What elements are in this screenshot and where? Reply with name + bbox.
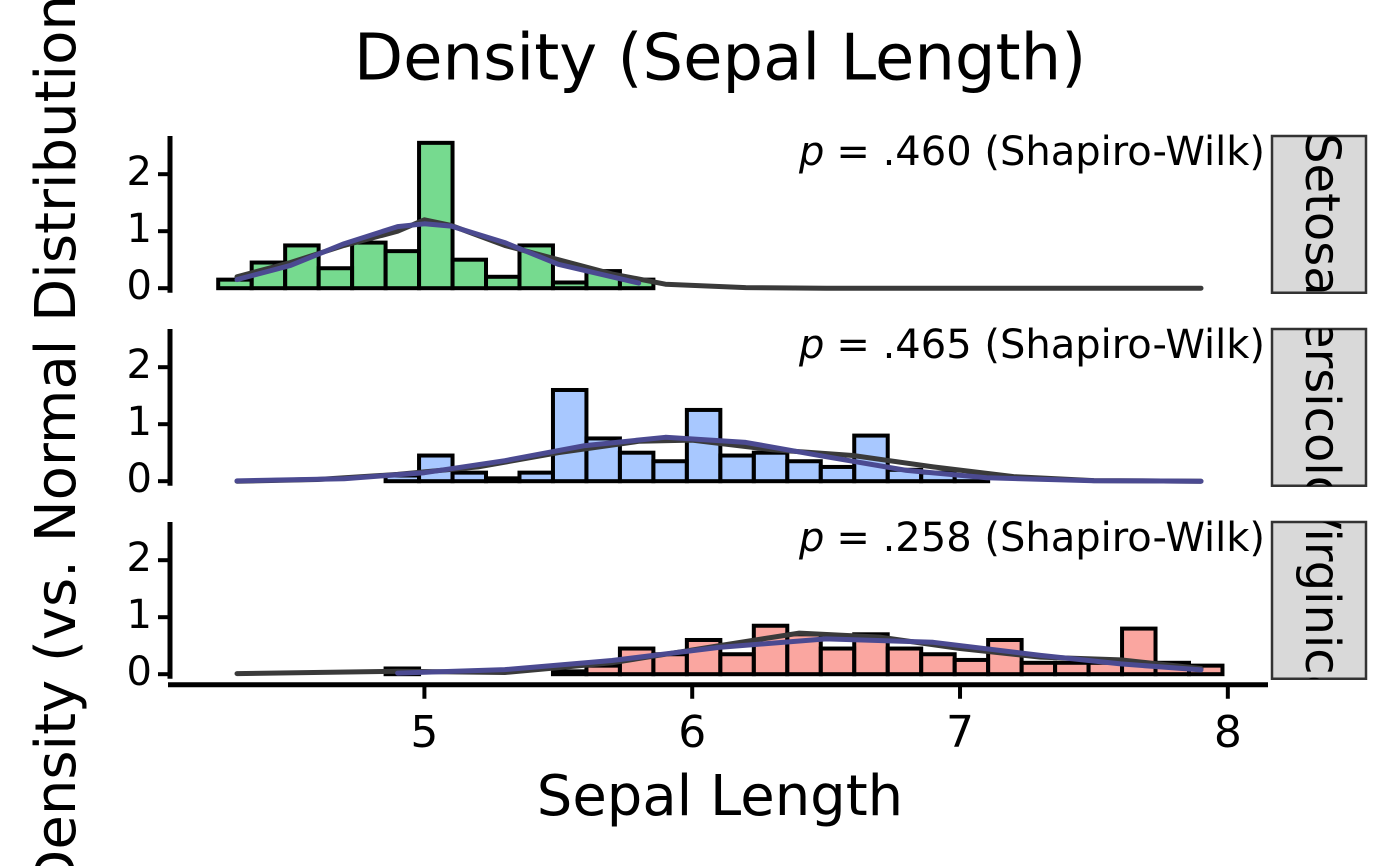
normal-curve [395,636,1204,676]
strip-box [1270,327,1368,487]
strip-label: Versicolor [1294,290,1350,525]
y-tick-label: 1 [127,592,152,638]
y-tick-label: 2 [127,342,152,388]
histogram-bar [316,266,355,291]
strip-group: Setosa [1294,133,1350,296]
y-tick-label: 1 [127,206,152,252]
y-tick-label: 0 [127,649,152,695]
panel: 0 1 2 p = .465 (Shapiro-Wilk) Versicolor [127,290,1368,525]
histogram-bar [550,387,589,484]
strip-label: Setosa [1294,133,1350,296]
annotation-text: = .258 (Shapiro-Wilk) [836,515,1265,561]
histogram-bar [1019,660,1058,677]
histogram-bar [617,450,656,484]
histogram-bar [417,140,455,291]
x-tick-label: 6 [678,707,706,758]
histogram-bar [517,470,555,484]
histogram-bar [450,470,489,484]
strip-group: Virginica [1294,497,1350,704]
histogram-bar [684,407,723,484]
annotation: p = .258 (Shapiro-Wilk) [798,515,1265,561]
chart-title: Density (Sepal Length) [354,22,1086,96]
annotation-text: = .460 (Shapiro-Wilk) [836,129,1265,175]
annotation-p: p [798,129,824,175]
histogram-bar [986,637,1024,677]
histogram-bar [450,257,489,291]
histogram-bar [718,453,756,484]
histogram-bar [383,249,422,291]
histogram-bar [484,274,522,291]
histogram-bar [651,459,689,484]
histogram-bar [885,646,924,677]
strip-box [1270,520,1368,680]
histogram-bar [484,476,522,484]
annotation: p = .460 (Shapiro-Wilk) [798,129,1265,175]
strip-group: Versicolor [1294,290,1350,525]
strip-label: Virginica [1294,497,1350,704]
normal-curve [234,221,642,286]
annotation-text: = .465 (Shapiro-Wilk) [836,322,1265,368]
y-tick-label: 1 [127,399,152,445]
strip-box [1270,134,1368,294]
x-tick-label: 7 [946,707,974,758]
panel: 0 1 2 p = .258 (Shapiro-Wilk) Virginica [127,497,1368,704]
histogram-bar [751,623,790,677]
histogram-bar [952,657,991,677]
x-axis-label: Sepal Length [537,764,903,829]
histogram-bar [818,646,857,677]
y-tick-label: 2 [127,149,152,195]
histogram-bar [550,669,589,677]
histogram-bar [818,464,857,484]
annotation: p = .465 (Shapiro-Wilk) [798,322,1265,368]
y-tick-label: 0 [127,456,152,502]
normal-curve [234,434,1204,484]
histogram-bar [785,459,823,484]
panel: 0 1 2 p = .460 (Shapiro-Wilk) Setosa [127,129,1368,309]
y-tick-label: 2 [127,535,152,581]
histogram-bar [550,280,589,291]
histogram-bar [350,240,388,291]
histogram-bar [718,652,756,677]
histogram-bar [1053,660,1091,677]
y-axis-label: Density (vs. Normal Distribution) [24,0,89,866]
y-tick-label: 0 [127,263,152,309]
annotation-p: p [798,515,824,561]
histogram-bar [751,450,790,484]
histogram-bar [919,652,957,677]
x-tick-label: 8 [1214,707,1242,758]
annotation-p: p [798,322,824,368]
x-tick-label: 5 [410,707,438,758]
